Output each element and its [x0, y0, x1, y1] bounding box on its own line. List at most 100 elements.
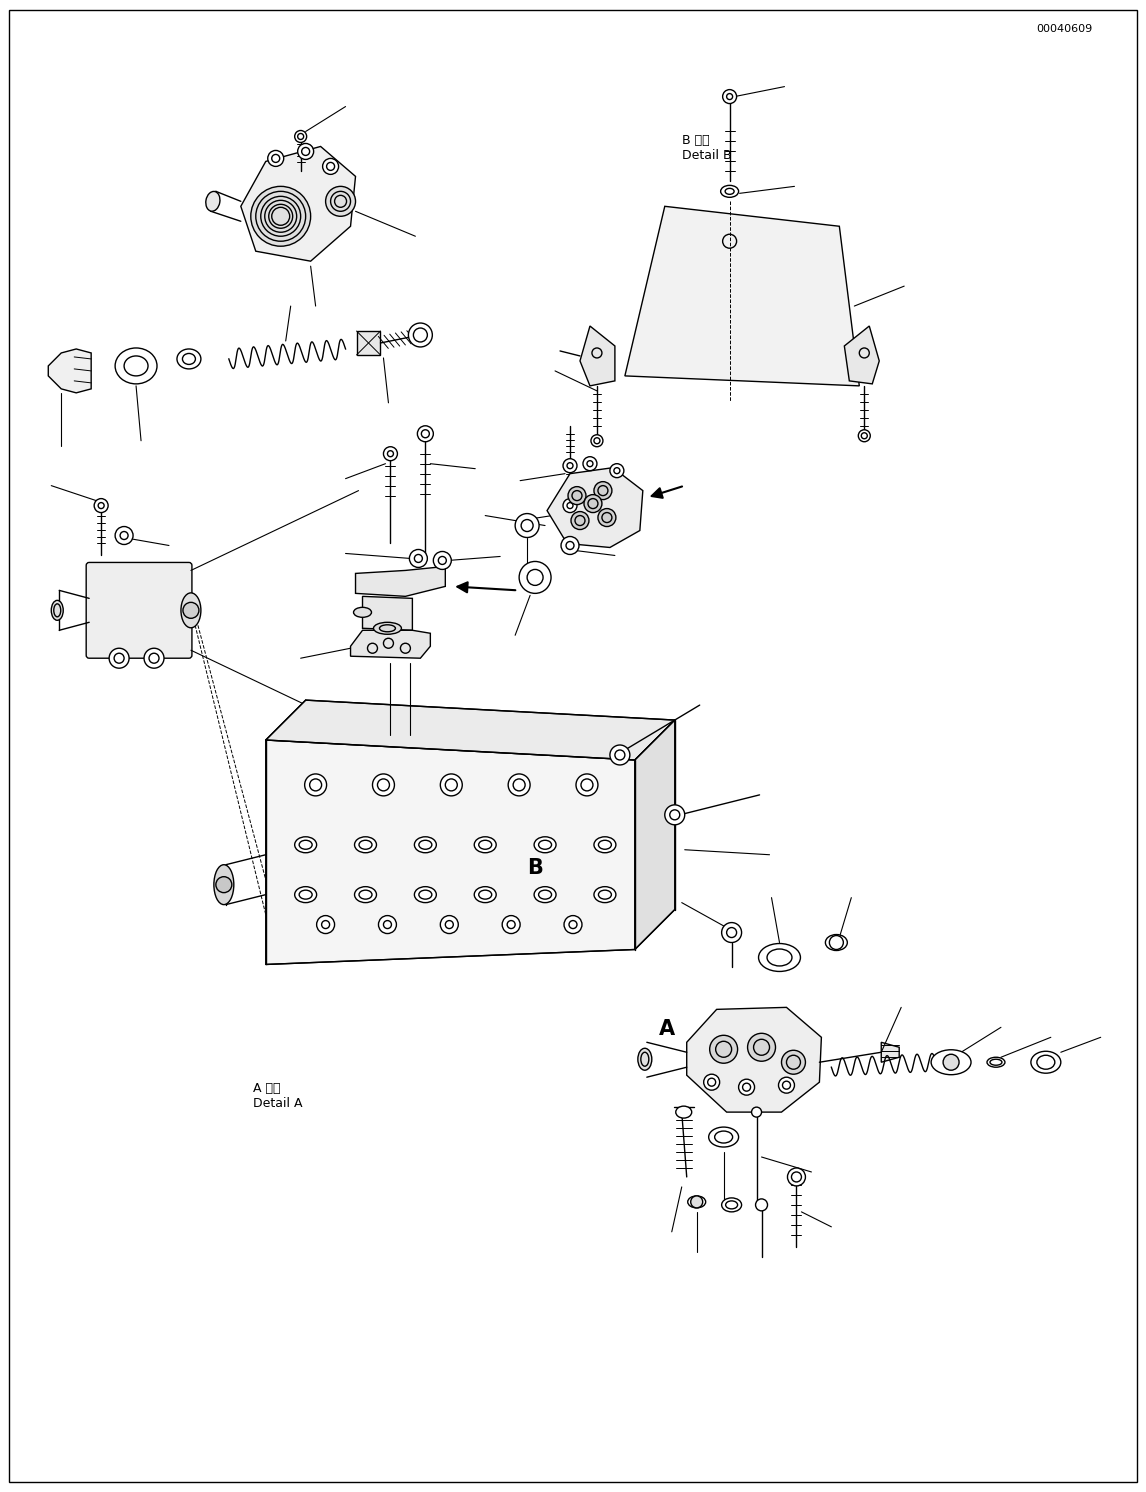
Text: A 詳細
Detail A: A 詳細 Detail A	[253, 1082, 303, 1110]
Circle shape	[502, 916, 520, 934]
Circle shape	[305, 774, 327, 795]
Ellipse shape	[638, 1049, 652, 1070]
Circle shape	[594, 482, 612, 500]
Circle shape	[610, 464, 623, 477]
Ellipse shape	[676, 1106, 692, 1118]
Circle shape	[378, 916, 397, 934]
Circle shape	[144, 648, 164, 668]
Polygon shape	[362, 597, 413, 630]
Polygon shape	[686, 1007, 822, 1112]
Circle shape	[384, 446, 398, 461]
Ellipse shape	[206, 191, 220, 212]
Circle shape	[787, 1168, 806, 1186]
FancyBboxPatch shape	[86, 562, 191, 658]
Circle shape	[516, 513, 539, 537]
Ellipse shape	[353, 607, 371, 618]
Circle shape	[94, 498, 108, 513]
Circle shape	[665, 804, 684, 825]
Ellipse shape	[474, 886, 496, 903]
Circle shape	[723, 90, 737, 103]
Circle shape	[722, 922, 741, 943]
Text: 00040609: 00040609	[1036, 24, 1092, 34]
Circle shape	[325, 186, 355, 216]
Circle shape	[268, 151, 284, 167]
Ellipse shape	[594, 837, 615, 853]
Ellipse shape	[932, 1050, 971, 1074]
Circle shape	[298, 143, 314, 160]
Circle shape	[752, 1107, 762, 1118]
Circle shape	[584, 495, 602, 513]
Circle shape	[858, 430, 870, 442]
Circle shape	[830, 935, 843, 949]
Polygon shape	[351, 630, 431, 658]
Ellipse shape	[474, 837, 496, 853]
Ellipse shape	[415, 837, 437, 853]
Ellipse shape	[721, 185, 739, 197]
Polygon shape	[881, 1043, 900, 1062]
Ellipse shape	[825, 934, 847, 950]
Polygon shape	[355, 567, 446, 597]
Ellipse shape	[1031, 1052, 1061, 1073]
Polygon shape	[48, 349, 92, 392]
Circle shape	[440, 774, 462, 795]
Ellipse shape	[987, 1058, 1005, 1067]
Ellipse shape	[688, 1197, 706, 1209]
Circle shape	[372, 774, 394, 795]
Ellipse shape	[354, 837, 377, 853]
Circle shape	[433, 552, 452, 570]
Circle shape	[417, 425, 433, 442]
Circle shape	[562, 537, 579, 555]
Text: B: B	[527, 858, 543, 879]
Ellipse shape	[214, 865, 234, 904]
Circle shape	[409, 549, 427, 567]
Polygon shape	[635, 721, 675, 949]
Circle shape	[583, 457, 597, 470]
Circle shape	[591, 434, 603, 446]
Polygon shape	[845, 327, 879, 383]
Polygon shape	[356, 331, 380, 355]
Circle shape	[215, 877, 231, 892]
Circle shape	[576, 774, 598, 795]
Ellipse shape	[52, 600, 63, 621]
Circle shape	[440, 916, 458, 934]
Circle shape	[295, 130, 307, 142]
Circle shape	[316, 916, 335, 934]
Circle shape	[704, 1074, 720, 1091]
Circle shape	[782, 1050, 806, 1074]
Ellipse shape	[354, 886, 377, 903]
Circle shape	[408, 324, 432, 348]
Circle shape	[183, 603, 199, 618]
Polygon shape	[580, 327, 615, 386]
Ellipse shape	[534, 837, 556, 853]
Ellipse shape	[594, 886, 615, 903]
Polygon shape	[241, 146, 355, 261]
Ellipse shape	[415, 886, 437, 903]
Circle shape	[598, 509, 615, 527]
Circle shape	[571, 512, 589, 530]
Circle shape	[778, 1077, 794, 1094]
Circle shape	[610, 745, 630, 765]
Polygon shape	[625, 206, 860, 386]
Ellipse shape	[295, 837, 316, 853]
Text: B 詳細
Detail B: B 詳細 Detail B	[682, 134, 731, 161]
Circle shape	[251, 186, 311, 246]
Circle shape	[943, 1055, 959, 1070]
Ellipse shape	[759, 943, 800, 971]
Circle shape	[691, 1197, 702, 1209]
Circle shape	[508, 774, 531, 795]
Circle shape	[563, 458, 576, 473]
Ellipse shape	[295, 886, 316, 903]
Ellipse shape	[534, 886, 556, 903]
Polygon shape	[266, 740, 635, 964]
Circle shape	[755, 1200, 768, 1212]
Ellipse shape	[176, 349, 201, 369]
Ellipse shape	[374, 622, 401, 634]
Text: A: A	[659, 1019, 675, 1038]
Ellipse shape	[181, 592, 201, 628]
Polygon shape	[266, 700, 675, 759]
Circle shape	[709, 1035, 738, 1064]
Circle shape	[323, 158, 338, 175]
Circle shape	[109, 648, 129, 668]
Circle shape	[563, 498, 576, 513]
Ellipse shape	[722, 1198, 741, 1212]
